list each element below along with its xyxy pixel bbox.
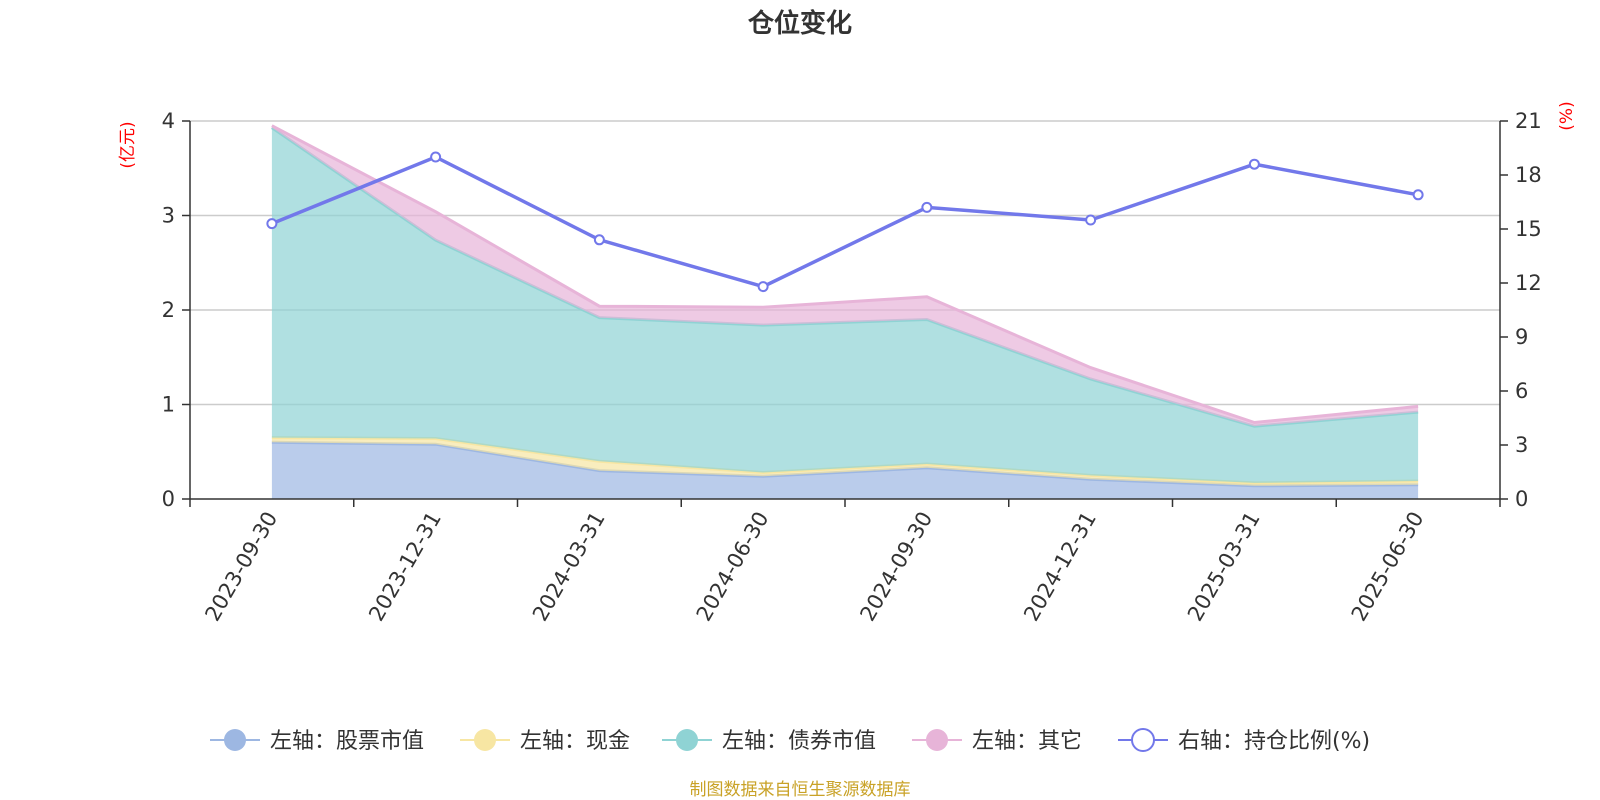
area-series xyxy=(271,124,1419,499)
legend-marker xyxy=(224,729,246,751)
right-axis-tick-label: 0 xyxy=(1515,487,1528,511)
x-axis-tick-label: 2023-12-31 xyxy=(364,508,446,626)
x-axis-tick-label: 2025-06-30 xyxy=(1347,508,1429,626)
legend-item[interactable]: 左轴：债券市值 xyxy=(662,729,876,754)
legend-label: 左轴：股票市值 xyxy=(270,729,424,754)
x-axis-tick-label: 2024-12-31 xyxy=(1019,508,1101,626)
ratio-point xyxy=(921,201,933,213)
legend-label: 左轴：现金 xyxy=(520,729,630,754)
right-axis-tick-label: 6 xyxy=(1515,379,1528,403)
right-axis-tick-label: 15 xyxy=(1515,217,1542,241)
legend-label: 右轴：持仓比例(%) xyxy=(1178,729,1370,754)
right-axis-unit: (%) xyxy=(1557,101,1577,130)
left-axis-tick-label: 0 xyxy=(162,487,175,511)
line-series xyxy=(266,151,1424,293)
right-axis-tick-label: 9 xyxy=(1515,325,1528,349)
left-axis-tick-label: 2 xyxy=(162,298,175,322)
left-axis-tick-label: 1 xyxy=(162,393,175,417)
area-fill xyxy=(271,437,1419,486)
source-note: 制图数据来自恒生聚源数据库 xyxy=(690,780,911,800)
legend-marker xyxy=(926,729,948,751)
legend[interactable]: 左轴：股票市值 左轴：现金 左轴：债券市值 左轴：其它 右轴：持仓比例(%) xyxy=(210,728,1370,754)
ratio-point xyxy=(593,234,605,246)
legend-marker xyxy=(474,729,496,751)
x-axis-tick-label: 2023-09-30 xyxy=(200,508,282,626)
ratio-point xyxy=(1412,189,1424,201)
legend-item[interactable]: 左轴：股票市值 xyxy=(210,729,424,754)
ratio-point xyxy=(266,218,278,230)
ratio-point xyxy=(430,151,442,163)
left-axis-tick-label: 4 xyxy=(162,109,175,133)
legend-marker xyxy=(676,729,698,751)
left-axis-tick-label: 3 xyxy=(162,204,175,228)
legend-label: 左轴：其它 xyxy=(972,729,1082,754)
legend-label: 左轴：债券市值 xyxy=(722,729,876,754)
ratio-line xyxy=(271,155,1419,289)
x-axis-tick-label: 2024-06-30 xyxy=(692,508,774,626)
legend-item[interactable]: 右轴：持仓比例(%) xyxy=(1118,728,1370,754)
chart-title: 仓位变化 xyxy=(747,8,852,39)
ratio-point xyxy=(757,281,769,293)
ratio-point xyxy=(1248,158,1260,170)
right-axis-tick-label: 3 xyxy=(1515,433,1528,457)
area-fill xyxy=(271,127,1419,483)
left-axis-unit: (亿元) xyxy=(118,121,138,168)
legend-item[interactable]: 左轴：现金 xyxy=(460,729,630,754)
x-axis-tick-label: 2025-03-31 xyxy=(1183,508,1265,626)
x-axis-tick-label: 2024-09-30 xyxy=(855,508,937,626)
area-edge xyxy=(271,124,1419,425)
right-axis-tick-label: 12 xyxy=(1515,271,1542,295)
x-axis-tick-label: 2024-03-31 xyxy=(528,508,610,626)
ratio-point xyxy=(1085,214,1097,226)
legend-item[interactable]: 左轴：其它 xyxy=(912,729,1082,754)
right-axis-tick-label: 21 xyxy=(1515,109,1542,133)
area-fill xyxy=(271,442,1419,499)
right-axis-tick-label: 18 xyxy=(1515,163,1542,187)
legend-marker xyxy=(1131,728,1155,752)
